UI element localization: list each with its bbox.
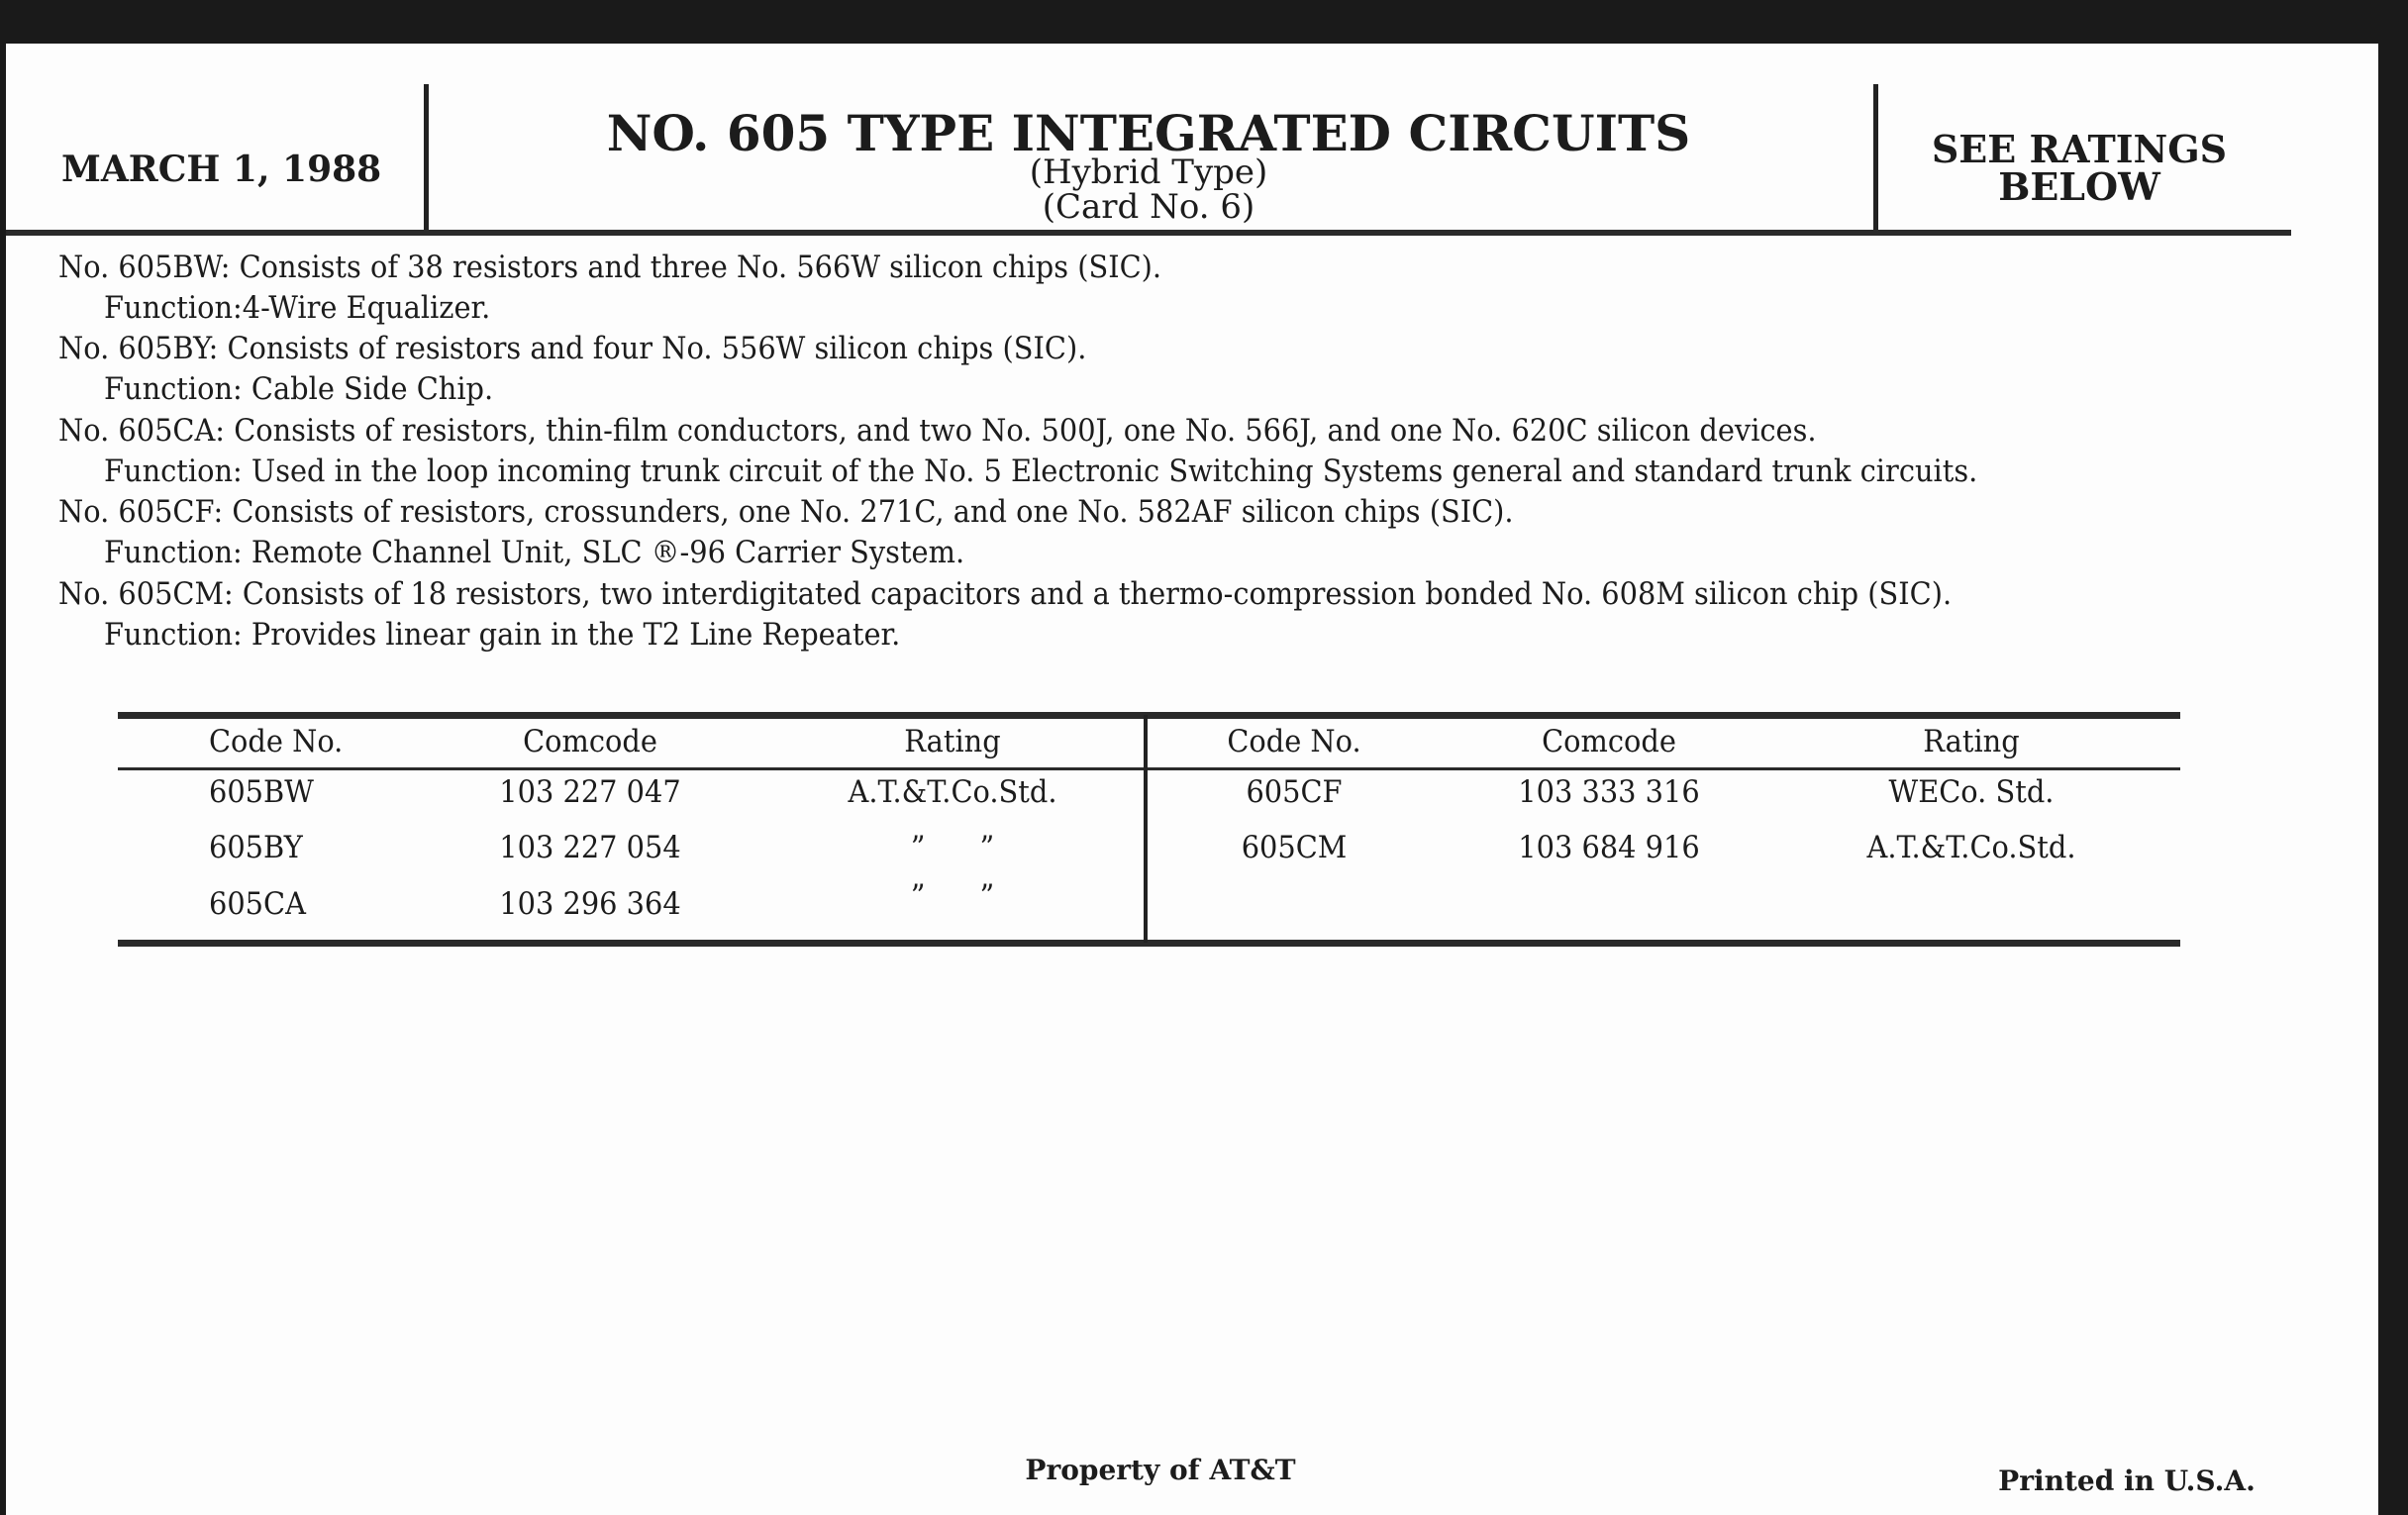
table-cell: 605CM (1241, 830, 1348, 865)
subtitle-card-no: (Card No. 6) (1042, 187, 1255, 227)
catalog-card (6, 44, 2378, 1515)
table-cell: A.T.&T.Co.Std. (848, 774, 1057, 810)
table-cell: 605CA (209, 886, 306, 922)
function-605bw: Function:4-Wire Equalizer. (104, 290, 491, 326)
description-605bw: No. 605BW: Consists of 38 resistors and … (58, 250, 1162, 285)
ratings-note-line2: BELOW (1998, 164, 2160, 209)
table-cell: 103 227 047 (499, 774, 681, 810)
table-cell: ” ” (910, 878, 995, 914)
header-divider-right (1873, 84, 1878, 233)
page-title: NO. 605 TYPE INTEGRATED CIRCUITS (606, 104, 1691, 162)
table-cell: 103 333 316 (1518, 774, 1700, 810)
table-cell: A.T.&T.Co.Std. (1866, 830, 2076, 865)
header-divider-left (424, 84, 429, 233)
header-rule (6, 230, 2291, 236)
description-605by: No. 605BY: Consists of resistors and fou… (58, 331, 1087, 366)
header-code-no: Code No. (209, 724, 344, 759)
table-cell: 103 684 916 (1518, 830, 1700, 865)
header-rating: Rating (1923, 724, 2020, 759)
function-605ca: Function: Used in the loop incoming trun… (104, 454, 1978, 489)
table-bottom-rule (118, 940, 2180, 947)
description-605cm: No. 605CM: Consists of 18 resistors, two… (58, 576, 1953, 612)
header-code-no: Code No. (1227, 724, 1361, 759)
property-notice: Property of AT&T (1025, 1454, 1296, 1486)
function-605by: Function: Cable Side Chip. (104, 371, 494, 407)
table-header-rule (118, 767, 2180, 770)
header-comcode: Comcode (1542, 724, 1676, 759)
description-605cf: No. 605CF: Consists of resistors, crossu… (58, 494, 1514, 530)
table-cell: 103 296 364 (499, 886, 681, 922)
table-divider (1144, 715, 1148, 943)
table-cell: 605BY (209, 830, 303, 865)
description-605ca: No. 605CA: Consists of resistors, thin-f… (58, 413, 1817, 449)
function-605cf: Function: Remote Channel Unit, SLC ®-96 … (104, 535, 965, 570)
table-cell: ” ” (910, 830, 995, 865)
card-date: MARCH 1, 1988 (61, 149, 382, 190)
table-cell: 103 227 054 (499, 830, 681, 865)
subtitle-type: (Hybrid Type) (1029, 152, 1268, 192)
table-cell: WECo. Std. (1888, 774, 2055, 810)
function-605cm: Function: Provides linear gain in the T2… (104, 617, 901, 653)
header-rating: Rating (904, 724, 1001, 759)
header-comcode: Comcode (523, 724, 657, 759)
table-top-rule (118, 712, 2180, 719)
ratings-note-line1: SEE RATINGS (1931, 127, 2228, 171)
table-cell: 605BW (209, 774, 314, 810)
printed-notice: Printed in U.S.A. (1998, 1464, 2256, 1497)
table-cell: 605CF (1246, 774, 1343, 810)
